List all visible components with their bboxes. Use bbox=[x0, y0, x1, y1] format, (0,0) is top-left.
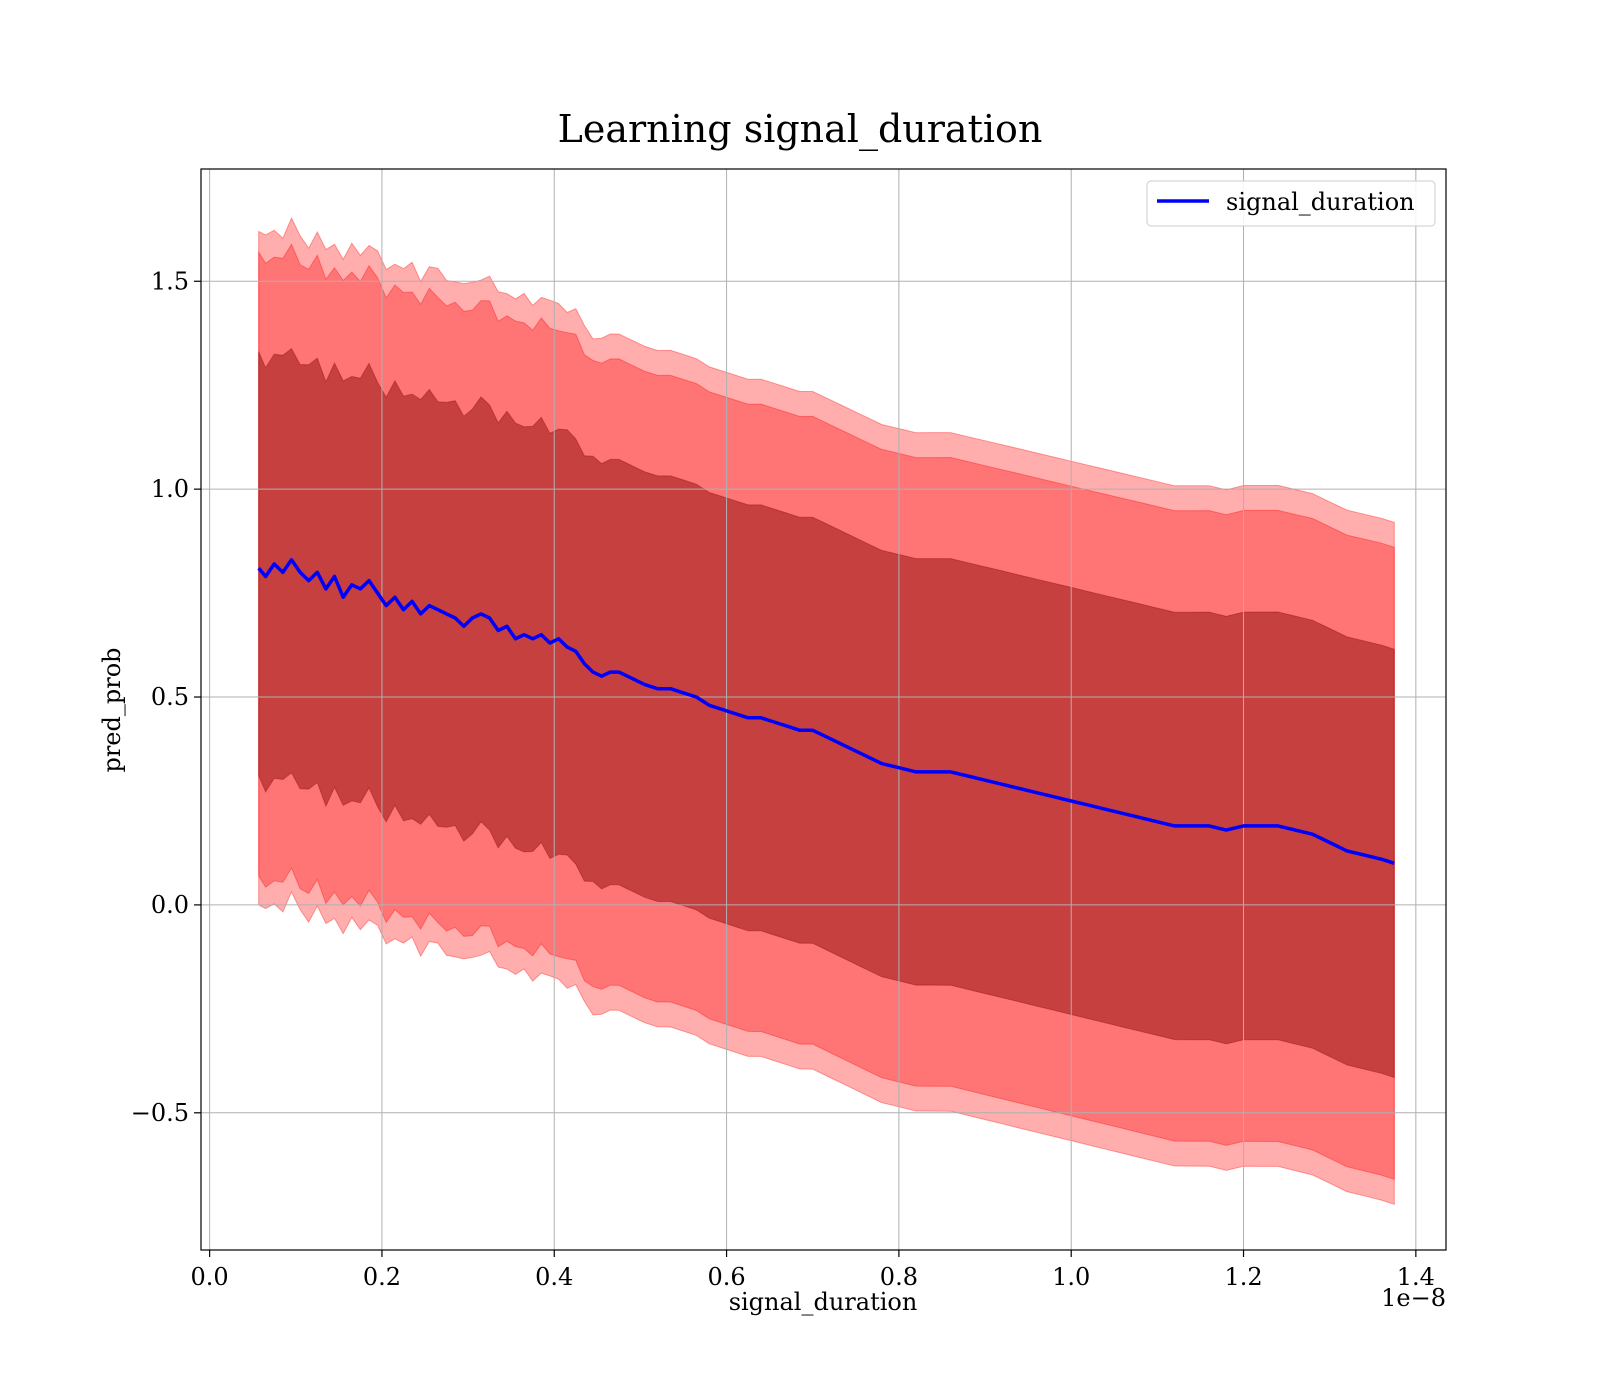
x-tick-label: 1.0 bbox=[1052, 1263, 1090, 1291]
y-tick-label: −0.5 bbox=[131, 1099, 189, 1127]
plot-frame bbox=[200, 168, 1447, 1251]
y-tick-label: 1.0 bbox=[151, 475, 189, 503]
x-axis-label: signal_duration bbox=[729, 1288, 918, 1316]
x-tick-label: 0.8 bbox=[880, 1263, 918, 1291]
x-axis-offset-text: 1e−8 bbox=[1381, 1284, 1446, 1312]
y-tick-label: 0.0 bbox=[151, 891, 189, 919]
x-tick-label: 0.0 bbox=[191, 1263, 229, 1291]
x-tick-label: 0.2 bbox=[363, 1263, 401, 1291]
legend-box bbox=[1146, 180, 1436, 227]
series-lines bbox=[257, 558, 1395, 865]
x-tick-label: 0.6 bbox=[707, 1263, 745, 1291]
x-tick-label: 0.4 bbox=[535, 1263, 573, 1291]
y-tick-label: 1.5 bbox=[151, 267, 189, 295]
plot-area bbox=[200, 168, 1447, 1251]
y-tick-label: 0.5 bbox=[151, 683, 189, 711]
legend: signal_duration bbox=[1146, 180, 1436, 227]
y-axis-label: pred_prob bbox=[98, 647, 126, 772]
x-tick-label: 1.2 bbox=[1224, 1263, 1262, 1291]
inner-band bbox=[258, 347, 1395, 1079]
chart-title: Learning signal_duration bbox=[558, 107, 1043, 152]
outer-band bbox=[258, 216, 1395, 1205]
confidence-bands bbox=[258, 216, 1395, 1205]
x-axis-ticks: 0.0 0.2 0.4 0.6 0.8 1.0 1.2 1.4 bbox=[191, 1250, 1435, 1291]
legend-entry-label: signal_duration bbox=[1226, 188, 1415, 216]
x-tick-label: 1.4 bbox=[1397, 1263, 1435, 1291]
y-axis-ticks: −0.5 0.0 0.5 1.0 1.5 bbox=[131, 267, 201, 1127]
series-line-signal_duration bbox=[257, 558, 1395, 865]
middle-band bbox=[258, 243, 1395, 1180]
